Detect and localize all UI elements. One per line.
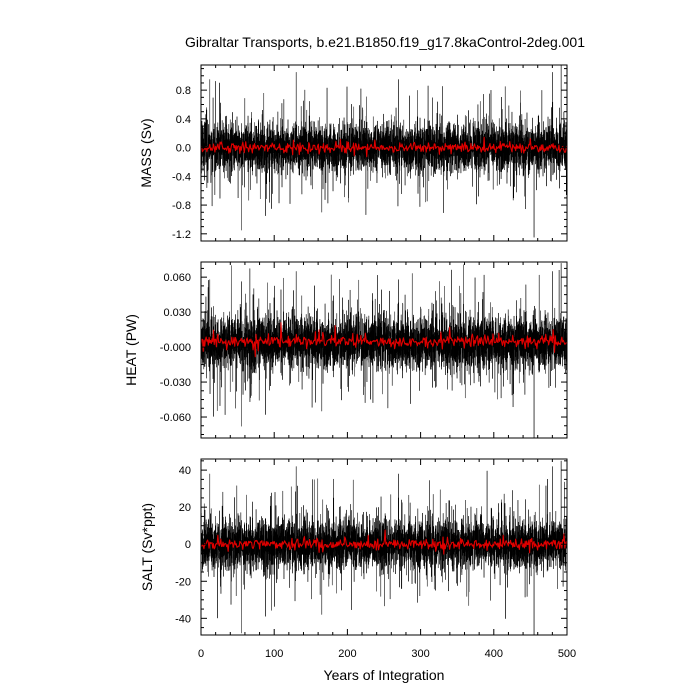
y-tick-label: -20 xyxy=(175,576,191,588)
mass-y-axis-label: MASS (Sv) xyxy=(138,118,154,187)
heat-annual-series-line xyxy=(201,322,567,358)
y-tick-label: -0.030 xyxy=(160,377,191,389)
y-tick-label: 0.8 xyxy=(176,85,191,97)
salt-plot-area xyxy=(201,460,567,635)
heat-plot-area xyxy=(201,262,567,438)
mass-plot-area xyxy=(201,65,567,238)
y-tick-label: 0.0 xyxy=(176,143,191,155)
x-tick-label: 200 xyxy=(338,648,356,660)
y-tick-label: 0.060 xyxy=(163,272,191,284)
y-tick-label: -0.060 xyxy=(160,412,191,424)
mass-plot-frame xyxy=(200,64,568,242)
x-tick-label: 500 xyxy=(558,648,576,660)
x-tick-label: 0 xyxy=(198,648,204,660)
figure-title: Gibraltar Transports, b.e21.B1850.f19_g1… xyxy=(185,34,585,50)
mass-monthly-series-line xyxy=(201,65,567,238)
mass-annual-series-line xyxy=(201,136,567,158)
x-tick-label: 400 xyxy=(485,648,503,660)
heat-monthly-series-line xyxy=(201,262,567,438)
salt-y-axis-label: SALT (Sv*ppt) xyxy=(139,503,155,591)
x-tick-label: 300 xyxy=(411,648,429,660)
x-tick-label: 100 xyxy=(265,648,283,660)
y-tick-label: 0 xyxy=(185,539,191,551)
salt-annual-series-line xyxy=(201,529,567,555)
heat-panel: -0.060 -0.030 -0.000 0.030 0.060 HEAT (PW) xyxy=(123,261,568,439)
y-tick-label: -0.4 xyxy=(172,171,191,183)
x-axis-label: Years of Integration xyxy=(324,667,445,683)
salt-monthly-series-line xyxy=(201,460,567,635)
y-tick-label: 20 xyxy=(179,502,191,514)
y-tick-label: -0.8 xyxy=(172,200,191,212)
salt-plot-frame xyxy=(200,458,568,636)
y-tick-label: -0.000 xyxy=(160,342,191,354)
y-tick-label: 0.4 xyxy=(176,114,191,126)
heat-ticks: -0.060 -0.030 -0.000 0.030 0.060 xyxy=(160,262,568,438)
y-tick-label: -40 xyxy=(175,613,191,625)
y-tick-label: -1.2 xyxy=(172,229,191,241)
mass-ticks: -1.2 -0.8 -0.4 0.0 0.4 0.8 xyxy=(172,65,568,242)
y-tick-label: 0.030 xyxy=(163,307,191,319)
mass-panel: -1.2 -0.8 -0.4 0.0 0.4 0.8 MASS (Sv) xyxy=(138,64,568,242)
heat-plot-frame xyxy=(200,261,568,439)
heat-y-axis-label: HEAT (PW) xyxy=(123,314,139,386)
y-tick-label: 40 xyxy=(179,465,191,477)
